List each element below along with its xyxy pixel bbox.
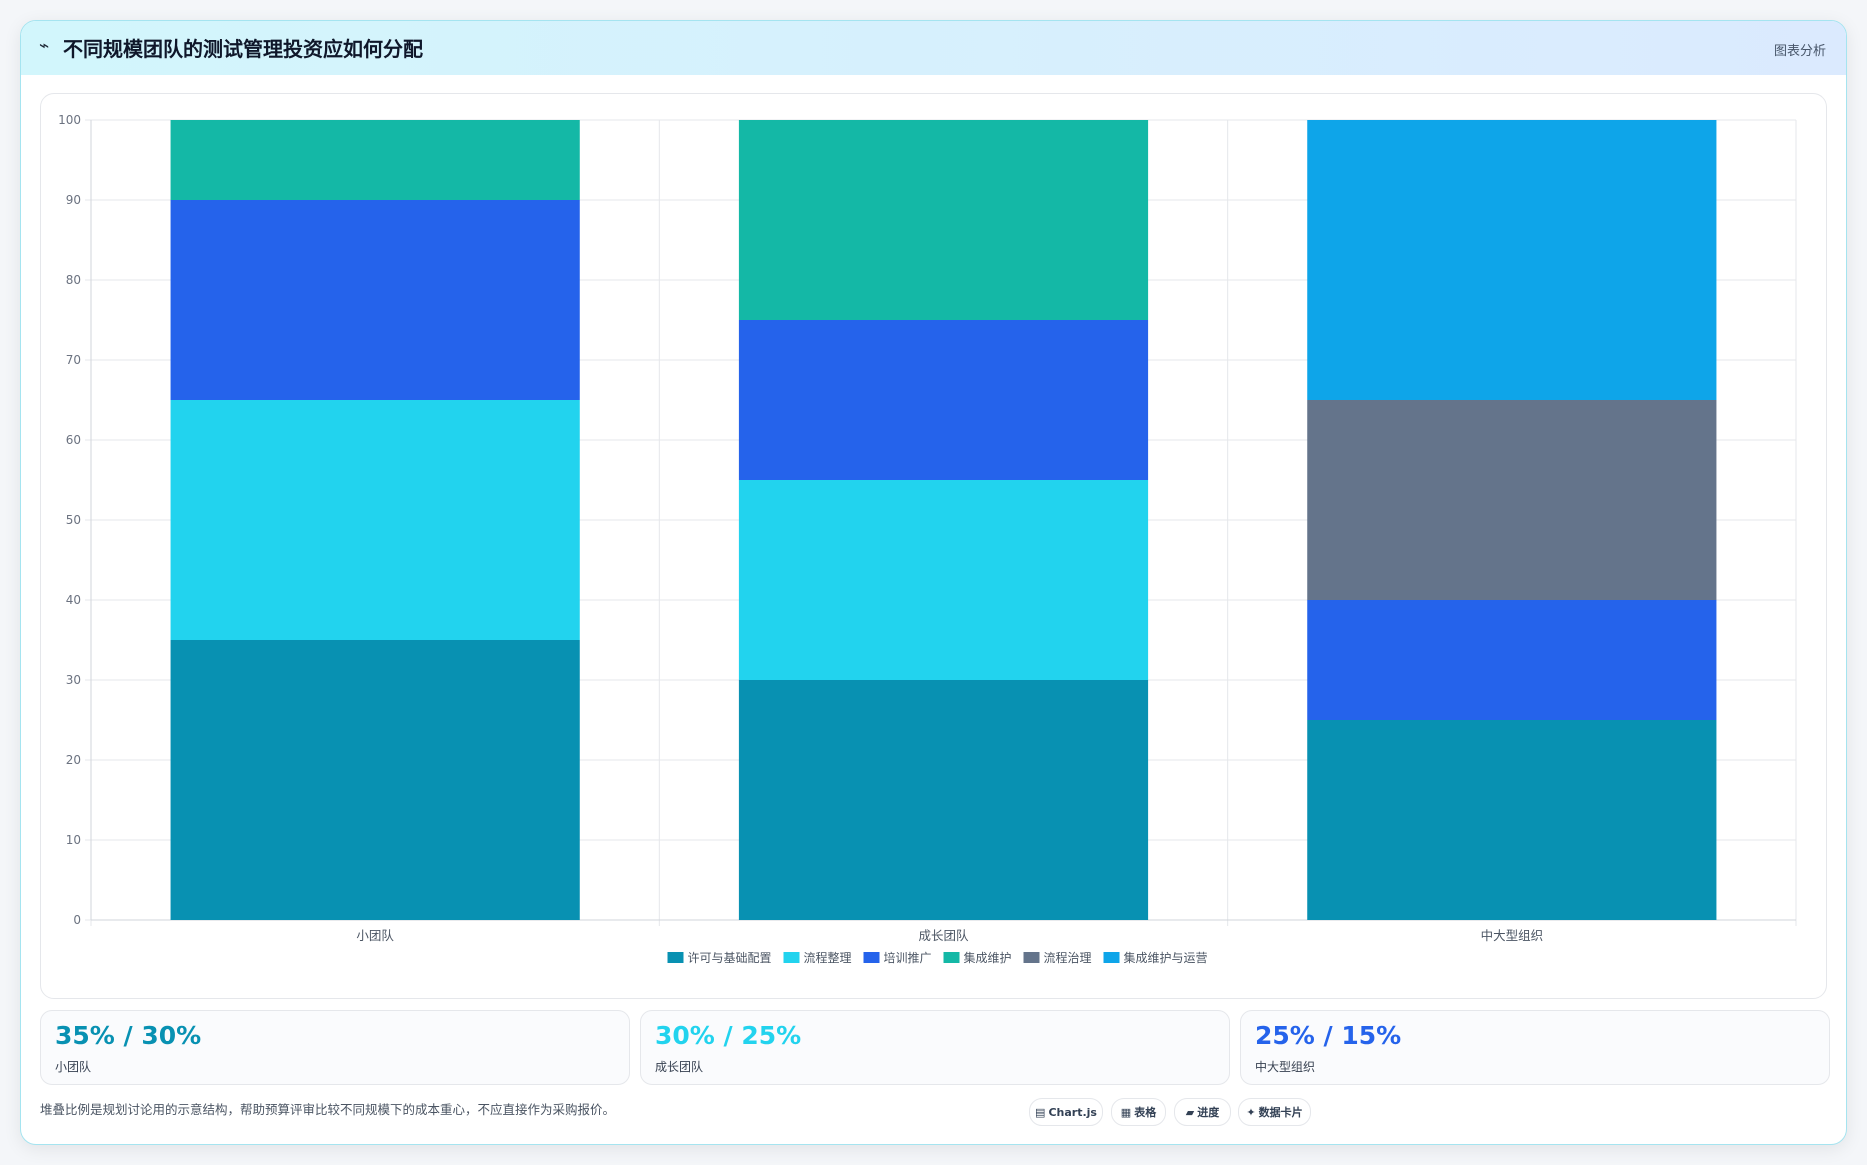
progress-pill[interactable]: ▰ 进度 bbox=[1174, 1098, 1231, 1126]
pill-label: 进度 bbox=[1197, 1106, 1220, 1119]
y-tick-label: 60 bbox=[66, 433, 81, 447]
kpi-card-growth-team: 30% / 25% 成长团队 bbox=[640, 1010, 1230, 1085]
pill-label: 表格 bbox=[1134, 1106, 1157, 1119]
footnote: 堆叠比例是规划讨论用的示意结构，帮助预算评审比较不同规模下的成本重心，不应直接作… bbox=[40, 1102, 616, 1117]
chart-area: 0 10 20 30 40 50 60 70 80 90 100 小团队 成长团队 中大型组织许可与基础配… bbox=[40, 93, 1827, 999]
legend-swatch bbox=[1023, 952, 1040, 963]
analysis-tag: 图表分析 bbox=[1773, 44, 1826, 59]
bar-segment bbox=[1307, 600, 1717, 720]
bar-segment bbox=[1307, 120, 1717, 400]
legend-swatch bbox=[783, 952, 800, 963]
stacked-bar-chart: 0 10 20 30 40 50 60 70 80 90 100 小团队 成长团队 中大型组织许可与基础配… bbox=[58, 113, 1797, 965]
chart-icon: ▤ bbox=[1035, 1105, 1046, 1119]
bar-segment bbox=[738, 120, 1149, 320]
bar-segment bbox=[170, 640, 580, 920]
kpi-card-large-org: 25% / 15% 中大型组织 bbox=[1240, 1010, 1830, 1085]
chart-card: ⌁ 不同规模团队的测试管理投资应如何分配 图表分析 0 10 20 30 40 50 60 7… bbox=[20, 20, 1847, 1145]
y-tick-label: 10 bbox=[66, 833, 81, 847]
legend-label: 培训推广 bbox=[884, 950, 932, 965]
table-icon: ▦ bbox=[1120, 1105, 1132, 1119]
legend-label: 集成维护 bbox=[964, 950, 1012, 965]
progress-icon: ▰ bbox=[1185, 1105, 1195, 1119]
kpi-label: 成长团队 bbox=[655, 1060, 704, 1074]
legend-swatch bbox=[863, 952, 880, 963]
legend-label: 许可与基础配置 bbox=[688, 951, 772, 965]
page-title: 不同规模团队的测试管理投资应如何分配 bbox=[63, 37, 423, 61]
kpi-value: 35% / 30% bbox=[55, 1021, 202, 1050]
bar-segment bbox=[170, 120, 580, 200]
pill-label: Chart.js bbox=[1048, 1105, 1097, 1119]
legend-label: 流程治理 bbox=[1044, 950, 1092, 965]
kpi-card-small-team: 35% / 30% 小团队 bbox=[40, 1010, 630, 1085]
y-tick-label: 80 bbox=[66, 273, 81, 287]
legend-swatch bbox=[1103, 952, 1120, 963]
legend-label: 流程整理 bbox=[804, 950, 852, 965]
chartjs-pill[interactable]: ▤ Chart.js bbox=[1029, 1098, 1103, 1126]
y-tick-label: 20 bbox=[66, 753, 81, 767]
y-tick-label: 70 bbox=[66, 353, 81, 367]
x-tick-label: 成长团队 bbox=[918, 928, 969, 943]
sparkle-icon: ✦ bbox=[1246, 1105, 1256, 1119]
data-card-pill[interactable]: ✦ 数据卡片 bbox=[1238, 1098, 1311, 1126]
kpi-label: 中大型组织 bbox=[1255, 1060, 1316, 1074]
legend-swatch bbox=[943, 952, 960, 963]
table-pill[interactable]: ▦ 表格 bbox=[1111, 1098, 1166, 1126]
pill-label: 数据卡片 bbox=[1258, 1106, 1303, 1119]
y-tick-label: 50 bbox=[66, 513, 81, 527]
bar-segment bbox=[738, 680, 1149, 920]
bar-segment bbox=[738, 320, 1149, 480]
y-tick-label: 0 bbox=[73, 913, 81, 927]
bar-segment bbox=[1307, 720, 1717, 920]
y-tick-label: 40 bbox=[66, 593, 81, 607]
bar-segment bbox=[170, 400, 580, 640]
kpi-label: 小团队 bbox=[55, 1060, 92, 1074]
y-tick-label: 30 bbox=[66, 673, 81, 687]
bar-segment bbox=[1307, 400, 1717, 600]
bar-segment bbox=[738, 480, 1149, 680]
y-tick-label: 90 bbox=[66, 193, 81, 207]
card-header: ⌁ 不同规模团队的测试管理投资应如何分配 图表分析 bbox=[21, 21, 1846, 75]
kpi-value: 30% / 25% bbox=[655, 1021, 802, 1050]
y-tick-label: 100 bbox=[58, 113, 81, 127]
legend-label: 集成维护与运营 bbox=[1124, 950, 1208, 965]
legend-swatch bbox=[667, 952, 684, 963]
bar-segment bbox=[170, 200, 580, 400]
kpi-value: 25% / 15% bbox=[1255, 1021, 1402, 1050]
trend-icon: ⌁ bbox=[39, 36, 50, 56]
x-tick-label: 中大型组织 bbox=[1481, 928, 1544, 943]
x-tick-label: 小团队 bbox=[356, 928, 394, 943]
